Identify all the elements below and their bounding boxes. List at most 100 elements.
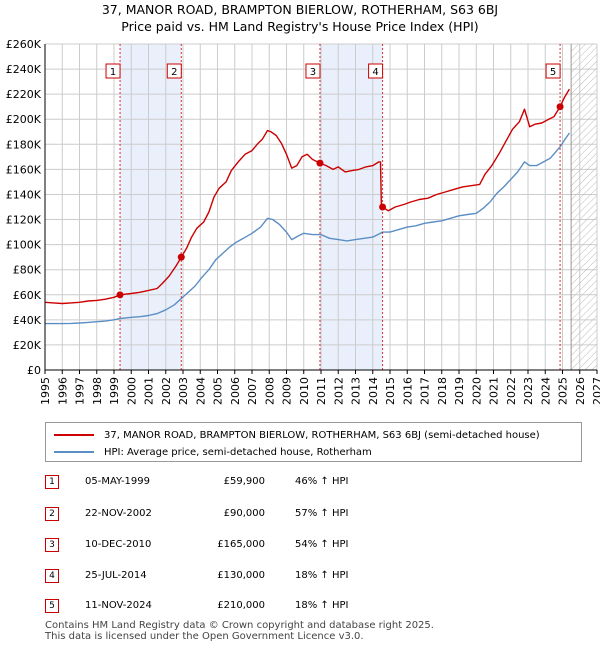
footer: Contains HM Land Registry data © Crown c… — [45, 620, 434, 642]
x-tick-label: 2011 — [315, 377, 328, 405]
legend-label-property: 37, MANOR ROAD, BRAMPTON BIERLOW, ROTHER… — [104, 429, 540, 441]
sale-marker-badge: 1 — [45, 475, 59, 489]
sale-marker-box — [545, 63, 561, 79]
sale-date: 05-MAY-1999 — [85, 476, 151, 487]
copyright-text: Contains HM Land Registry data © Crown c… — [45, 620, 434, 631]
x-tick-label: 2017 — [419, 377, 432, 405]
x-tick-label: 2023 — [522, 377, 535, 405]
shaded-period — [319, 44, 383, 370]
x-tick-label: 2020 — [470, 377, 483, 405]
sale-marker-badge: 5 — [45, 599, 59, 613]
shaded-period — [120, 44, 182, 370]
x-tick-label: 2026 — [574, 377, 587, 405]
y-tick-label: £0 — [27, 364, 41, 377]
sale-point — [379, 203, 387, 211]
sale-marker-badge: 3 — [45, 538, 59, 552]
sale-price: £130,000 — [217, 570, 265, 581]
y-tick-label: £140K — [6, 188, 42, 201]
sale-point — [177, 253, 185, 261]
y-tick-label: £160K — [6, 163, 42, 176]
sale-point — [316, 159, 324, 167]
y-tick-label: £80K — [13, 264, 42, 277]
sale-point — [556, 103, 564, 111]
sale-marker-label: 4 — [372, 67, 378, 78]
y-tick-label: £260K — [6, 38, 42, 51]
x-tick-label: 2015 — [384, 377, 397, 405]
x-tick-label: 2000 — [125, 377, 138, 405]
table-row: 3 10-DEC-2010 £165,000 54% ↑ HPI — [45, 538, 445, 556]
sale-date: 10-DEC-2010 — [85, 539, 152, 550]
sale-marker-box — [166, 63, 182, 79]
chart-subtitle: Price paid vs. HM Land Registry's House … — [121, 19, 479, 34]
x-tick-label: 2018 — [436, 377, 449, 405]
y-tick-label: £220K — [6, 88, 42, 101]
x-tick-label: 2025 — [557, 377, 570, 405]
x-tick-label: 2004 — [194, 377, 207, 405]
x-tick-label: 2002 — [160, 377, 173, 405]
sale-hpi-delta: 57% ↑ HPI — [295, 508, 349, 519]
x-tick-label: 2001 — [143, 377, 156, 405]
sale-marker-label: 2 — [171, 67, 177, 78]
x-tick-label: 2016 — [401, 377, 414, 405]
x-tick-label: 2007 — [246, 377, 259, 405]
y-tick-label: £180K — [6, 138, 42, 151]
table-row: 1 05-MAY-1999 £59,900 46% ↑ HPI — [45, 475, 445, 493]
legend-item-hpi: HPI: Average price, semi-detached house,… — [54, 444, 372, 460]
x-tick-label: 2008 — [263, 377, 276, 405]
y-tick-label: £20K — [13, 339, 42, 352]
sale-marker-label: 1 — [110, 67, 116, 78]
sale-hpi-delta: 18% ↑ HPI — [295, 600, 349, 611]
x-tick-label: 1995 — [39, 377, 52, 405]
sale-marker-label: 5 — [550, 67, 556, 78]
sale-marker-box — [368, 63, 384, 79]
x-tick-label: 1997 — [74, 377, 87, 405]
sale-marker-box — [305, 63, 321, 79]
sale-marker-badge: 4 — [45, 569, 59, 583]
sale-marker-badge: 2 — [45, 507, 59, 521]
x-tick-label: 2012 — [332, 377, 345, 405]
table-row: 5 11-NOV-2024 £210,000 18% ↑ HPI — [45, 599, 445, 617]
series-line-property — [44, 88, 571, 305]
sale-hpi-delta: 46% ↑ HPI — [295, 476, 349, 487]
license-text: This data is licensed under the Open Gov… — [45, 631, 364, 642]
x-tick-label: 2014 — [367, 377, 380, 405]
x-tick-label: 2027 — [591, 377, 600, 405]
x-tick-label: 1999 — [108, 377, 121, 405]
sale-price: £59,900 — [223, 476, 265, 487]
x-tick-label: 2021 — [488, 377, 501, 405]
chart-title: 37, MANOR ROAD, BRAMPTON BIERLOW, ROTHER… — [101, 2, 499, 17]
x-tick-label: 2013 — [350, 377, 363, 405]
x-tick-label: 2005 — [212, 377, 225, 405]
x-tick-label: 2022 — [505, 377, 518, 405]
y-tick-label: £60K — [13, 289, 42, 302]
forecast-hatch-area — [571, 44, 597, 370]
legend-swatch-red — [54, 434, 94, 436]
table-row: 2 22-NOV-2002 £90,000 57% ↑ HPI — [45, 507, 445, 525]
y-tick-label: £40K — [13, 314, 42, 327]
sale-price: £210,000 — [217, 600, 265, 611]
legend-label-hpi: HPI: Average price, semi-detached house,… — [104, 446, 372, 458]
sale-hpi-delta: 18% ↑ HPI — [295, 570, 349, 581]
x-tick-label: 2010 — [298, 377, 311, 405]
table-row: 4 25-JUL-2014 £130,000 18% ↑ HPI — [45, 569, 445, 587]
y-tick-label: £200K — [6, 113, 42, 126]
x-tick-label: 2006 — [229, 377, 242, 405]
sale-date: 25-JUL-2014 — [85, 570, 147, 581]
x-tick-label: 2024 — [539, 377, 552, 405]
x-tick-label: 1998 — [91, 377, 104, 405]
sale-price: £165,000 — [217, 539, 265, 550]
x-tick-label: 1996 — [56, 377, 69, 405]
series-line-hpi — [45, 132, 570, 325]
sale-marker-label: 3 — [310, 67, 316, 78]
sale-marker-box — [105, 63, 121, 79]
y-tick-label: £240K — [6, 63, 42, 76]
sale-point — [116, 291, 124, 299]
x-tick-label: 2019 — [453, 377, 466, 405]
sale-hpi-delta: 54% ↑ HPI — [295, 539, 349, 550]
sale-price: £90,000 — [223, 508, 265, 519]
x-tick-label: 2009 — [281, 377, 294, 405]
legend-swatch-blue — [54, 451, 94, 453]
sale-date: 22-NOV-2002 — [85, 508, 152, 519]
legend: 37, MANOR ROAD, BRAMPTON BIERLOW, ROTHER… — [45, 422, 582, 462]
y-tick-label: £120K — [6, 214, 42, 227]
